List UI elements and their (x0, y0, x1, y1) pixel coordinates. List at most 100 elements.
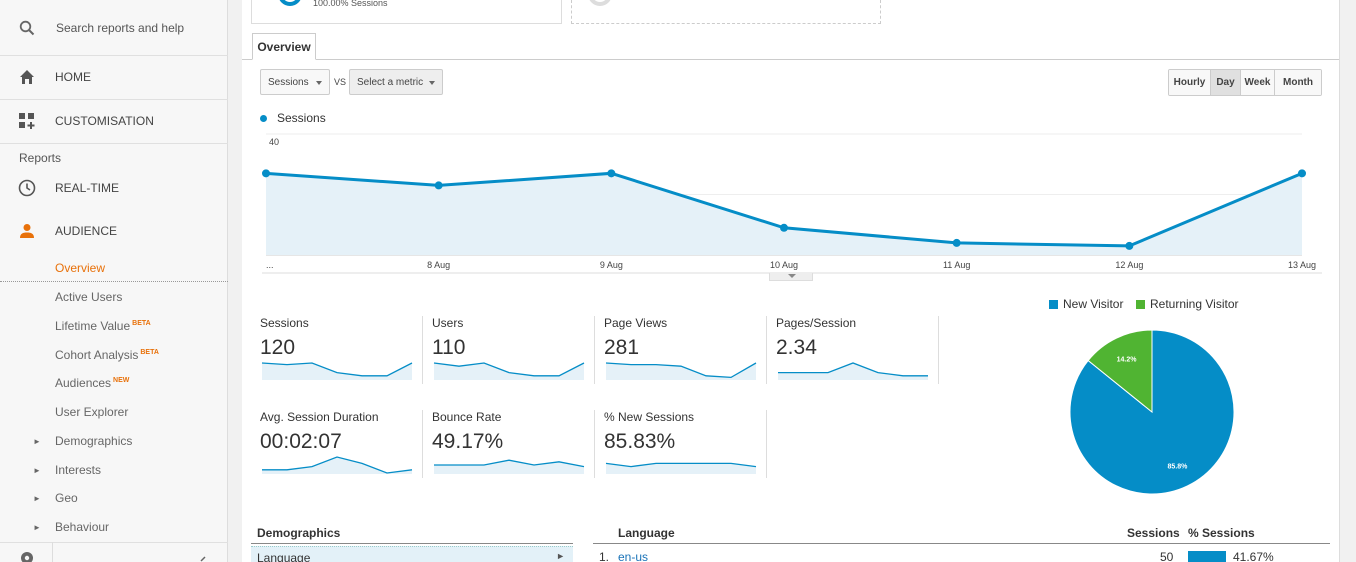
language-col-header: Language (618, 526, 675, 540)
data-point[interactable] (262, 169, 270, 178)
metric-tile[interactable]: Bounce Rate 49.17% (432, 410, 594, 480)
granularity-day-button[interactable]: Day (1211, 70, 1241, 95)
beta-badge: BETA (132, 320, 151, 327)
collapse-chevron-icon[interactable] (198, 552, 208, 562)
x-tick-label: 11 Aug (943, 260, 970, 270)
metric-select-secondary[interactable]: Select a metric (349, 69, 443, 95)
metric-value: 00:02:07 (260, 430, 342, 453)
sparkline (262, 456, 413, 474)
add-segment-card[interactable] (571, 0, 881, 24)
data-point[interactable] (434, 181, 443, 190)
sidebar-search[interactable]: Search reports and help (0, 17, 228, 39)
expand-triangle-icon: ► (33, 466, 41, 475)
x-tick-label: 9 Aug (600, 260, 623, 270)
sidebar-item-label: HOME (55, 70, 91, 84)
sidebar-item-label: REAL-TIME (55, 181, 120, 195)
sidebar-sub-user-explorer[interactable]: User Explorer (55, 405, 129, 419)
gear-icon[interactable] (18, 549, 36, 562)
pie-slice-label: 14.2% (1117, 357, 1138, 364)
metric-label: Avg. Session Duration (260, 410, 379, 424)
tile-divider (594, 316, 595, 384)
tile-divider (766, 316, 767, 384)
sidebar-sub-behaviour[interactable]: Behaviour (55, 520, 110, 534)
sidebar-sub-interests[interactable]: Interests (55, 463, 102, 477)
sidebar-sub-geo[interactable]: Geo (55, 491, 78, 505)
sidebar-sub-label: Cohort Analysis (55, 348, 139, 362)
granularity-week-button[interactable]: Week (1241, 70, 1275, 95)
demographics-row-label: Language (257, 551, 311, 562)
pie-slice[interactable] (1087, 329, 1153, 414)
table-divider (251, 543, 573, 544)
tile-divider (422, 316, 423, 384)
chart-legend: Sessions (260, 111, 326, 125)
reports-heading: Reports (19, 151, 62, 165)
sidebar-sub-lifetime-value[interactable]: Lifetime Value BETA (55, 319, 151, 333)
metric-value: 281 (604, 336, 640, 359)
legend-swatch (1136, 299, 1145, 309)
metric-value: 120 (260, 336, 296, 359)
data-point[interactable] (607, 169, 616, 178)
pie-legend-returning: Returning Visitor (1136, 297, 1239, 311)
y-tick-label: 40 (269, 137, 279, 147)
data-point[interactable] (1125, 241, 1134, 250)
metric-label: Sessions (260, 316, 309, 330)
sparkline-line (262, 456, 413, 474)
sidebar-item-customisation[interactable]: CUSTOMISATION (0, 110, 228, 132)
chevron-down-icon (429, 81, 435, 85)
metric-tile[interactable]: Users 110 (432, 316, 594, 386)
table-divider (593, 543, 1330, 544)
metric-tile[interactable]: Page Views 281 (604, 316, 766, 386)
sidebar-divider (0, 143, 228, 144)
granularity-toggle: Hourly Day Week Month (1168, 69, 1322, 96)
tile-divider (422, 410, 423, 478)
legend-swatch (260, 114, 267, 122)
data-point[interactable] (780, 223, 788, 232)
language-row-link[interactable]: en-us (618, 550, 649, 562)
sidebar-sub-active-users[interactable]: Active Users (55, 290, 123, 304)
metric-tile[interactable]: Pages/Session 2.34 (776, 316, 938, 386)
granularity-month-button[interactable]: Month (1275, 70, 1321, 95)
tile-divider (938, 316, 939, 384)
metric-tile[interactable]: % New Sessions 85.83% (604, 410, 766, 480)
chevron-down-icon (316, 81, 322, 85)
demographics-language-row[interactable]: Language ► (251, 546, 573, 562)
sparkline (261, 362, 413, 380)
metric-value: 2.34 (776, 336, 817, 359)
new-badge: NEW (113, 377, 130, 384)
language-row-sessions: 50 (1160, 550, 1174, 562)
series-area (266, 173, 1302, 255)
expand-triangle-icon: ► (33, 437, 41, 446)
data-point[interactable] (1298, 169, 1306, 178)
tab-bar (242, 59, 1339, 60)
tab-overview[interactable]: Overview (252, 33, 316, 60)
metric-label: Page Views (604, 316, 668, 330)
metric-tile[interactable]: Avg. Session Duration 00:02:07 (260, 410, 422, 480)
sidebar-item-home[interactable]: HOME (0, 66, 228, 88)
sparkline (433, 362, 585, 380)
sidebar-sub-cohort-analysis[interactable]: Cohort Analysis BETA (55, 348, 159, 362)
metric-select-primary[interactable]: Sessions (260, 69, 330, 95)
segment-card[interactable]: 100.00% Sessions (251, 0, 562, 24)
metric-select-label: Select a metric (357, 76, 424, 88)
sparkline-line (433, 362, 585, 377)
sparkline-area (262, 363, 412, 380)
data-point[interactable] (952, 238, 961, 247)
sessions-col-header: Sessions (1127, 526, 1180, 540)
sidebar-sub-label: Lifetime Value (55, 319, 131, 333)
chart-scrubber[interactable] (769, 273, 813, 281)
sidebar-item-realtime[interactable]: REAL-TIME (0, 177, 228, 199)
sparkline-line (778, 362, 928, 377)
dashboard-add-icon (18, 112, 36, 130)
home-icon (18, 68, 36, 86)
sidebar-divider (52, 542, 53, 562)
sidebar-item-audience[interactable]: AUDIENCE (0, 220, 228, 242)
metric-tile[interactable]: Sessions 120 (260, 316, 422, 386)
granularity-hourly-button[interactable]: Hourly (1169, 70, 1211, 95)
sidebar-sub-overview[interactable]: Overview (55, 261, 106, 275)
sidebar-sub-audiences[interactable]: Audiences NEW (55, 376, 129, 390)
sidebar-sub-demographics[interactable]: Demographics (55, 434, 133, 448)
active-underline (0, 281, 228, 282)
tile-divider (594, 410, 595, 478)
metric-label: Users (432, 316, 464, 330)
language-row-pct: 41.67% (1233, 550, 1274, 562)
